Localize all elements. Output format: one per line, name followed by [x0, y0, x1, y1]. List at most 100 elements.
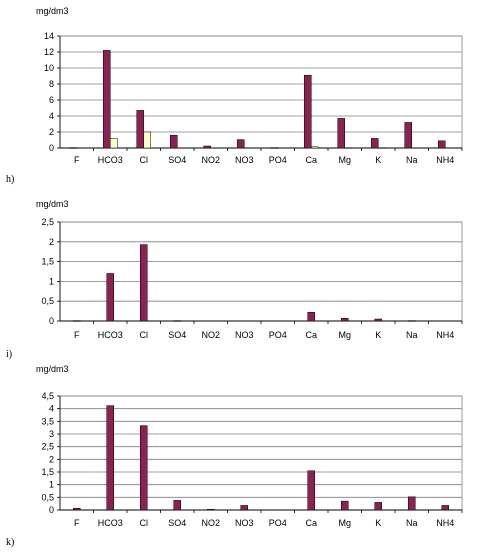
panel-label: i) [6, 349, 12, 360]
bar-so4-series1 [173, 500, 181, 511]
y-tick-label: 2,5 [41, 217, 54, 227]
x-tick-label-cl: Cl [140, 155, 149, 165]
bar-hco3-series1 [103, 50, 111, 149]
x-tick-label-f: F [74, 155, 80, 165]
bar-mg-series1 [341, 317, 349, 322]
x-tick-label-no2: NO2 [201, 518, 220, 528]
y-tick-label: 0,5 [41, 296, 54, 306]
x-tick-label-no3: NO3 [235, 155, 254, 165]
y-tick-label: 4 [49, 404, 54, 414]
bar-hco3-series1 [106, 405, 114, 511]
bar-no2-series1 [203, 145, 211, 149]
x-tick-label-nh4: NH4 [436, 155, 454, 165]
x-tick-label-po4: PO4 [269, 155, 287, 165]
x-tick-label-k: K [375, 155, 381, 165]
bar-f-series1 [73, 507, 81, 511]
bar-cl-series1 [136, 110, 144, 149]
y-tick-label: 8 [49, 79, 54, 89]
bar-po4-series1 [270, 147, 278, 149]
x-tick-label-no2: NO2 [201, 155, 220, 165]
bar-ca-series1 [307, 470, 315, 511]
bar-cl-series1 [140, 425, 148, 511]
x-tick-label-f: F [74, 330, 80, 340]
chart-panel-k: mg/dm3 0 0,5 1 1,5 2 2,5 3 3,5 4 4,5 F HCO3 Cl SO4 NO2 N… [6, 364, 463, 548]
panel-label: h) [6, 174, 14, 185]
x-tick-label-no2: NO2 [201, 330, 220, 340]
bar-cl-series1 [140, 244, 148, 322]
x-tick-label-so4: SO4 [168, 330, 186, 340]
bar-no3-series1 [237, 139, 245, 149]
bar-k-series1 [374, 502, 382, 511]
x-tick-label-so4: SO4 [168, 155, 186, 165]
chart-panel-i: mg/dm3 0 0,5 1 1,5 2 2,5 F HCO3 Cl SO4 NO2 NO3 PO4 Ca M… [6, 199, 463, 360]
y-tick-label: 0,5 [41, 492, 54, 502]
y-tick-label: 2 [49, 127, 54, 137]
x-tick-label-mg: Mg [338, 330, 351, 340]
y-tick-label: 4 [49, 111, 54, 121]
y-tick-label: 14 [44, 31, 54, 41]
bar-ca-series2 [311, 146, 319, 149]
bar-no3-series1 [240, 505, 248, 511]
bar-f-series1 [69, 147, 77, 149]
x-tick-label-no3: NO3 [235, 518, 254, 528]
x-tick-label-ca: Ca [305, 155, 317, 165]
bar-k-series2 [378, 147, 386, 149]
x-tick-label-k: K [375, 330, 381, 340]
x-tick-label-na: Na [406, 155, 418, 165]
bar-na-series1 [408, 320, 416, 322]
bar-no2-series1 [207, 508, 215, 511]
x-tick-label-hco3: HCO3 [98, 518, 123, 528]
y-tick-label: 0 [49, 143, 54, 153]
x-tick-label-hco3: HCO3 [98, 155, 123, 165]
y-tick-label: 6 [49, 95, 54, 105]
y-tick-label: 2,5 [41, 442, 54, 452]
bar-nh4-series1 [438, 140, 446, 149]
y-tick-label: 1 [49, 276, 54, 286]
bar-k-series1 [371, 138, 379, 149]
bar-cl-series2 [143, 131, 151, 149]
y-tick-label: 4,5 [41, 391, 54, 401]
bar-mg-series2 [344, 147, 352, 149]
x-tick-label-hco3: HCO3 [98, 330, 123, 340]
x-tick-label-na: Na [406, 518, 418, 528]
x-tick-label-cl: Cl [140, 518, 149, 528]
bar-mg-series1 [341, 500, 349, 511]
y-tick-label: 10 [44, 63, 54, 73]
bar-ca-series1 [307, 312, 315, 322]
bar-hco3-series2 [110, 138, 118, 149]
bar-f-series1 [73, 320, 81, 322]
y-tick-label: 0 [49, 505, 54, 515]
y-tick-label: 1,5 [41, 257, 54, 267]
x-tick-label-so4: SO4 [168, 518, 186, 528]
x-tick-label-f: F [74, 518, 80, 528]
x-tick-label-k: K [375, 518, 381, 528]
x-tick-label-nh4: NH4 [436, 518, 454, 528]
y-tick-label: 1,5 [41, 467, 54, 477]
x-tick-label-mg: Mg [338, 155, 351, 165]
y-tick-label: 2 [49, 237, 54, 247]
x-tick-label-ca: Ca [305, 330, 317, 340]
y-tick-label: 3 [49, 429, 54, 439]
bar-so4-series1 [170, 134, 178, 149]
bar-na-series1 [404, 122, 412, 149]
x-tick-label-nh4: NH4 [436, 330, 454, 340]
bar-na-series1 [408, 496, 416, 511]
x-tick-label-na: Na [406, 330, 418, 340]
bar-k-series1 [374, 318, 382, 322]
y-tick-label: 0 [49, 316, 54, 326]
unit-label: mg/dm3 [36, 364, 69, 374]
bar-mg-series1 [337, 118, 345, 149]
y-tick-label: 3,5 [41, 416, 54, 426]
panel-label: k) [6, 537, 14, 548]
y-tick-label: 2 [49, 454, 54, 464]
x-tick-label-po4: PO4 [269, 330, 287, 340]
bar-nh4-series1 [441, 505, 449, 511]
x-tick-label-mg: Mg [338, 518, 351, 528]
bar-hco3-series1 [106, 273, 114, 322]
y-tick-label: 1 [49, 480, 54, 490]
y-tick-label: 12 [44, 47, 54, 57]
bar-so4-series1 [173, 320, 181, 322]
unit-label: mg/dm3 [36, 6, 69, 16]
x-tick-label-ca: Ca [305, 518, 317, 528]
